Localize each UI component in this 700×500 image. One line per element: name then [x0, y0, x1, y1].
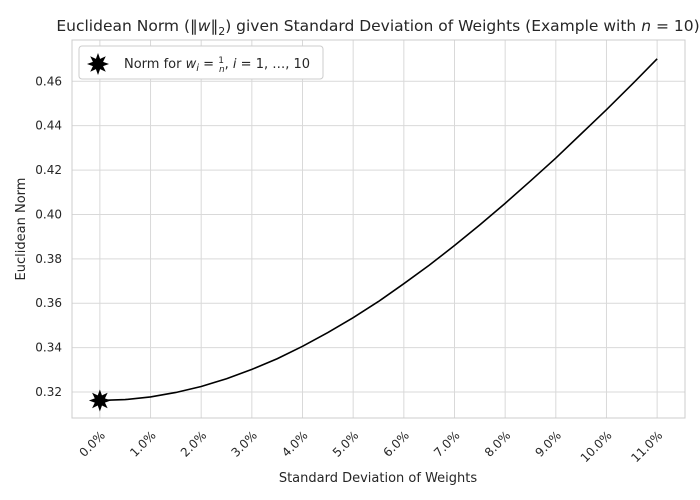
- x-tick-label: 2.0%: [178, 428, 209, 459]
- x-tick-label: 5.0%: [330, 428, 361, 459]
- x-axis-label: Standard Deviation of Weights: [279, 471, 478, 486]
- y-tick-label: 0.46: [35, 74, 62, 88]
- y-tick-label: 0.38: [35, 252, 62, 266]
- x-grid: [99, 40, 658, 418]
- y-grid: [72, 80, 685, 393]
- x-tick-label: 0.0%: [77, 428, 108, 459]
- plot-area: [71, 39, 686, 419]
- star-marker: [88, 389, 111, 412]
- y-tick-label: 0.40: [35, 207, 62, 221]
- y-axis-label: Euclidean Norm: [14, 178, 29, 281]
- legend-box: [78, 45, 324, 80]
- legend: Norm for wi = 1 n, i = 1, …, 10: [78, 45, 324, 80]
- marker-group: [88, 389, 111, 412]
- y-tick-label: 0.44: [35, 119, 62, 133]
- x-tick-label: 10.0%: [578, 428, 615, 465]
- x-tick-label: 4.0%: [279, 428, 310, 459]
- norm-curve-line: [99, 58, 658, 402]
- x-tick-labels: 0.0% 1.0% 2.0% 3.0% 4.0% 5.0% 6.0% 7.0% 8.0% 9.0%…: [77, 428, 666, 465]
- y-tick-labels: 0.32 0.34 0.36 0.38 0.40 0.42 0.44 0.46: [35, 74, 62, 399]
- chart-title: Euclidean Norm (‖w‖2) given Standard Dev…: [56, 17, 699, 38]
- y-tick-label: 0.42: [35, 163, 62, 177]
- legend-label: Norm for wi = 1 n, i = 1, …, 10: [124, 56, 310, 75]
- x-tick-label: 1.0%: [127, 428, 158, 459]
- y-tick-label: 0.36: [35, 296, 62, 310]
- y-tick-label: 0.32: [35, 385, 62, 399]
- x-tick-label: 7.0%: [431, 428, 462, 459]
- x-tick-label: 11.0%: [628, 428, 665, 465]
- x-tick-label: 6.0%: [380, 428, 411, 459]
- x-tick-label: 8.0%: [482, 428, 513, 459]
- y-tick-label: 0.34: [35, 341, 62, 355]
- x-tick-label: 3.0%: [229, 428, 260, 459]
- x-tick-label: 9.0%: [532, 428, 563, 459]
- legend-star-marker: [87, 53, 109, 75]
